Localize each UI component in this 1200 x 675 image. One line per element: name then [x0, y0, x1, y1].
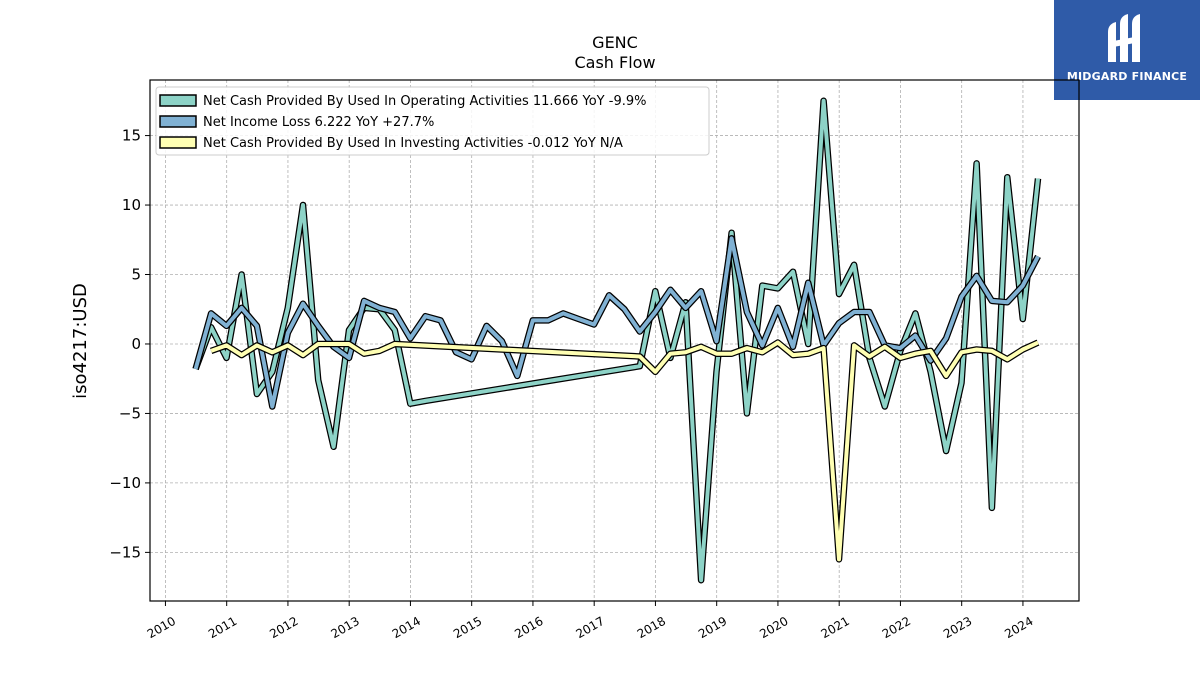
legend: Net Cash Provided By Used In Operating A…: [155, 86, 710, 156]
y-tick-label: −10: [109, 474, 141, 492]
legend-label-2: Net Income Loss 6.222 YoY +27.7%: [203, 115, 434, 130]
x-tick-label: 2012: [267, 614, 300, 641]
x-tick-label: 2015: [451, 614, 484, 641]
series-3: [210, 339, 1040, 563]
y-tick-label: 15: [122, 127, 141, 145]
series-2-line: [193, 236, 1040, 409]
legend-swatch-1: [159, 94, 197, 107]
x-tick-label: 2014: [390, 614, 423, 641]
legend-box: [155, 86, 710, 156]
x-tick-label: 2018: [635, 614, 668, 641]
x-tick-label: 2023: [941, 614, 974, 641]
series-3-outline: [210, 339, 1040, 563]
legend-label-1: Net Cash Provided By Used In Operating A…: [203, 94, 646, 109]
legend-swatch-3: [159, 136, 197, 149]
x-tick-label: 2013: [328, 614, 361, 641]
axes: −15 −10 −5 0 5 10 15 2010 2011 2012 2013 2014 2015 20…: [109, 127, 1035, 642]
y-axis-label: iso4217:USD: [70, 283, 91, 399]
x-tick-label: 2017: [573, 614, 606, 641]
x-tick-label: 2010: [145, 614, 178, 641]
y-tick-label: 10: [122, 196, 141, 214]
y-tick-label: −15: [109, 543, 141, 561]
chart-subtitle: Cash Flow: [574, 53, 655, 72]
legend-swatch-2: [159, 115, 197, 128]
chart-title: GENC: [592, 33, 638, 52]
x-tick-label: 2022: [880, 614, 913, 641]
legend-label-3: Net Cash Provided By Used In Investing A…: [203, 136, 623, 151]
y-tick-label: 5: [131, 266, 141, 284]
series-3-line: [210, 340, 1039, 562]
brand-name: MIDGARD FINANCE: [1066, 70, 1188, 83]
series-1: [192, 97, 1042, 584]
series-layer: [192, 97, 1042, 584]
series-1-line: [193, 98, 1040, 583]
series-2: [192, 235, 1041, 410]
midgard-logo-icon: [1108, 14, 1140, 62]
x-tick-label: 2024: [1002, 614, 1035, 641]
y-tick-label: −5: [119, 404, 141, 422]
x-tick-label: 2011: [206, 614, 239, 641]
brand-logo: MIDGARD FINANCE: [1054, 0, 1200, 100]
x-tick-label: 2020: [757, 614, 790, 641]
x-tick-label: 2021: [818, 614, 851, 641]
plot-frame: [149, 79, 1080, 602]
x-tick-label: 2016: [512, 614, 545, 641]
x-tick-label: 2019: [696, 614, 729, 641]
y-tick-label: 0: [131, 335, 141, 353]
